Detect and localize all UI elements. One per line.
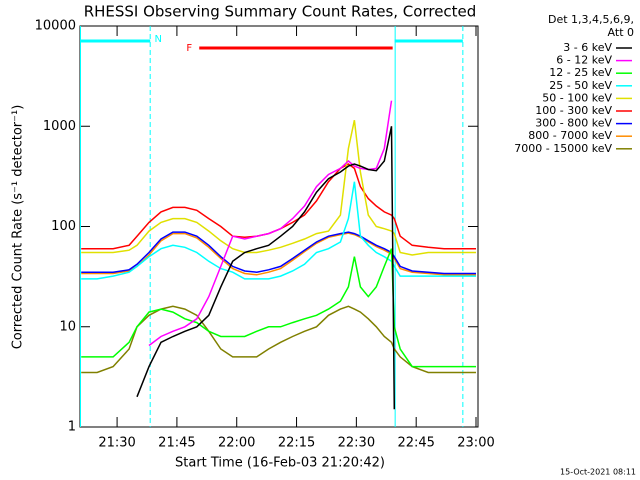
x-tick-label: 21:30 [98,436,135,451]
chart-title: RHESSI Observing Summary Count Rates, Co… [84,3,477,21]
legend-label: 300 - 800 keV [535,117,612,130]
x-tick-label: 23:00 [457,436,494,451]
x-tick-label: 22:15 [278,436,315,451]
flare-label: F [186,43,192,54]
night-label: N [154,34,161,45]
y-tick-label: 100 [51,219,76,234]
legend-label: 25 - 50 keV [549,79,612,92]
legend-label: 7000 - 15000 keV [514,142,612,155]
y-axis-label: Corrected Count Rate (s⁻¹ detector⁻¹) [11,105,26,350]
series-line [136,126,396,410]
y-tick-label: 1000 [43,119,76,134]
timestamp: 15-Oct-2021 08:11 [560,468,636,477]
legend-label: 50 - 100 keV [542,91,612,104]
legend-title: Det 1,3,4,5,6,9, [548,13,634,26]
y-tick-label: 10 [59,319,76,334]
series-line [81,248,476,368]
x-axis-label: Start Time (16-Feb-03 21:20:42) [175,456,385,471]
y-tick-label: 10000 [35,19,76,34]
legend-label: 6 - 12 keV [556,54,612,67]
legend-label: 800 - 7000 keV [528,129,612,142]
x-tick-label: 22:00 [218,436,255,451]
y-tick-label: 1 [68,420,76,435]
legend-label: 3 - 6 keV [563,41,612,54]
x-tick-label: 22:45 [397,436,434,451]
series-line [81,232,476,276]
x-tick-label: 21:45 [158,436,195,451]
legend-label: 100 - 300 keV [535,104,612,117]
series-line [148,100,393,347]
x-tick-label: 22:30 [338,436,375,451]
series-line [81,181,476,280]
legend-title: Att 0 [608,26,634,39]
series-line [81,231,476,275]
legend-label: 12 - 25 keV [549,66,612,79]
series-line [81,120,476,256]
